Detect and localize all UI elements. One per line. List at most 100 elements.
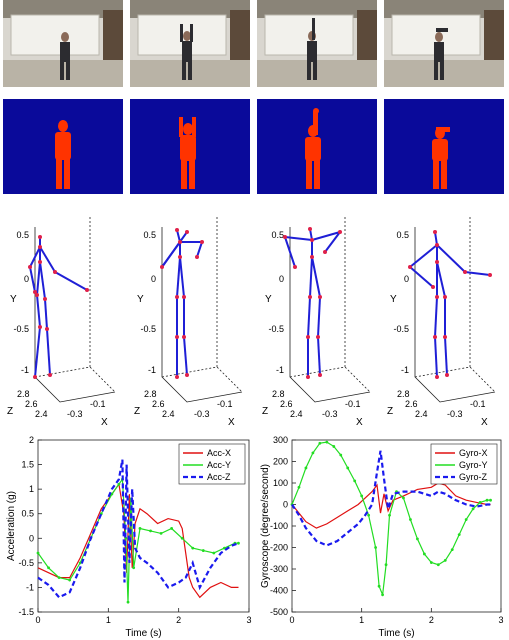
data-point	[149, 529, 152, 533]
depth-frame-4	[384, 99, 504, 194]
y-tick-label: -0.5	[140, 324, 156, 334]
data-point	[464, 518, 468, 521]
data-point	[489, 498, 492, 502]
skeleton-joint	[310, 255, 314, 259]
y-tick-label: 0	[283, 500, 288, 510]
x-tick-label: 1	[106, 615, 111, 625]
skeleton-bone	[161, 231, 188, 268]
y-tick-label: -1	[276, 365, 284, 375]
skeleton-joint	[431, 285, 435, 289]
skeleton-bone	[39, 246, 56, 273]
skeleton-bone	[409, 266, 434, 288]
data-point	[47, 566, 50, 570]
data-point	[126, 600, 130, 604]
y-tick-label: -1.5	[18, 607, 34, 617]
y-tick-label: -500	[270, 607, 288, 617]
skeleton-bone	[36, 294, 41, 328]
skeleton-axes-box	[161, 217, 243, 403]
data-point	[212, 551, 216, 555]
z-tick-label: 2.6	[152, 399, 165, 409]
skeleton-joint	[435, 375, 439, 379]
data-point	[138, 527, 142, 530]
rgb-frame-4	[384, 0, 504, 87]
axis-frame	[161, 227, 243, 403]
y-tick-label: 0	[29, 533, 34, 543]
skeleton-plot-2: 0.5 0 -0.5 -1 Y 2.82.62.4 Z -0.3 -0.1 X	[134, 217, 243, 428]
data-point	[304, 466, 308, 470]
skeleton-joint	[175, 375, 179, 379]
skeleton-joint	[435, 260, 439, 264]
skeleton-joint	[28, 265, 32, 269]
x-tick-label: 3	[498, 615, 503, 625]
skeleton-bone	[176, 256, 181, 298]
data-point	[360, 494, 364, 498]
skeleton-bone	[311, 256, 321, 298]
skeleton-bone	[434, 296, 438, 338]
legend-box	[178, 443, 246, 485]
skeleton-joint	[443, 295, 447, 299]
skeleton-bone	[44, 298, 48, 330]
skeleton-bone	[36, 261, 41, 296]
skeleton-joint	[175, 335, 179, 339]
skeleton-plot-1: 0.5 0 -0.5 -1 Y 2.82.62.4 Z -0.3 -0.1 X	[7, 217, 116, 428]
x-tick-label: -0.3	[322, 409, 338, 419]
skeleton-joint	[433, 335, 437, 339]
skeleton-bone	[39, 261, 46, 300]
z-tick-label: 2.4	[415, 409, 428, 419]
y-tick-label: 0	[24, 274, 29, 284]
data-point	[332, 445, 336, 448]
data-point	[36, 551, 40, 555]
skeleton-bone	[311, 231, 341, 241]
x-tick-label: 1	[359, 615, 364, 625]
skeleton-joint	[318, 295, 322, 299]
data-point	[159, 531, 163, 535]
skeleton-joint	[323, 250, 327, 254]
z-axis-label: Z	[7, 406, 13, 417]
skeleton-bone	[29, 266, 36, 293]
y-tick-label: 0.5	[143, 230, 156, 240]
skeleton-axes-box	[289, 217, 371, 403]
rgb-frames-row	[3, 0, 504, 87]
axis-back-frame	[289, 366, 371, 393]
y-tick-label: 0.5	[271, 230, 284, 240]
skeleton-bone	[444, 336, 448, 376]
legend-label: Acc-Y	[207, 460, 231, 470]
rgb-frame-1	[3, 0, 123, 87]
data-point	[443, 559, 447, 562]
y-tick-label: -1	[21, 365, 29, 375]
skeleton	[28, 235, 89, 379]
y-axis-label: Acceleration (g)	[6, 491, 17, 561]
skeleton-bone	[434, 231, 438, 246]
skeleton-joint	[445, 373, 449, 377]
y-axis-label: Y	[265, 294, 272, 305]
skeleton-joint	[178, 255, 182, 259]
depth-frame-3	[257, 99, 377, 194]
skeleton-joint	[435, 243, 439, 247]
data-point	[416, 537, 419, 541]
z-tick-label: 2.4	[162, 409, 175, 419]
skeleton	[160, 228, 204, 379]
y-tick-label: -400	[270, 586, 288, 596]
z-axis-label: Z	[262, 406, 268, 417]
y-tick-label: -0.5	[13, 324, 29, 334]
x-tick-label: 0	[289, 615, 294, 625]
skeleton-joint	[178, 240, 182, 244]
skeleton-joint	[38, 245, 42, 249]
data-point	[374, 546, 377, 549]
axis-back-frame	[34, 366, 116, 393]
skeleton-joint	[488, 273, 492, 277]
axis-frame	[289, 227, 371, 403]
x-tick-label: -0.1	[345, 399, 361, 409]
skeleton-joint	[35, 293, 39, 297]
skeleton-joint	[306, 375, 310, 379]
z-tick-label: 2.6	[280, 399, 293, 409]
depth-frame-1	[3, 99, 123, 194]
skeleton-joint	[306, 335, 310, 339]
y-tick-label: 0	[404, 274, 409, 284]
x-axis-label: X	[101, 417, 108, 428]
rgb-frame-3	[257, 0, 377, 87]
x-axis-label: Time (s)	[125, 628, 161, 639]
skeleton-joint	[308, 295, 312, 299]
data-point	[325, 440, 329, 444]
data-point	[297, 485, 301, 489]
